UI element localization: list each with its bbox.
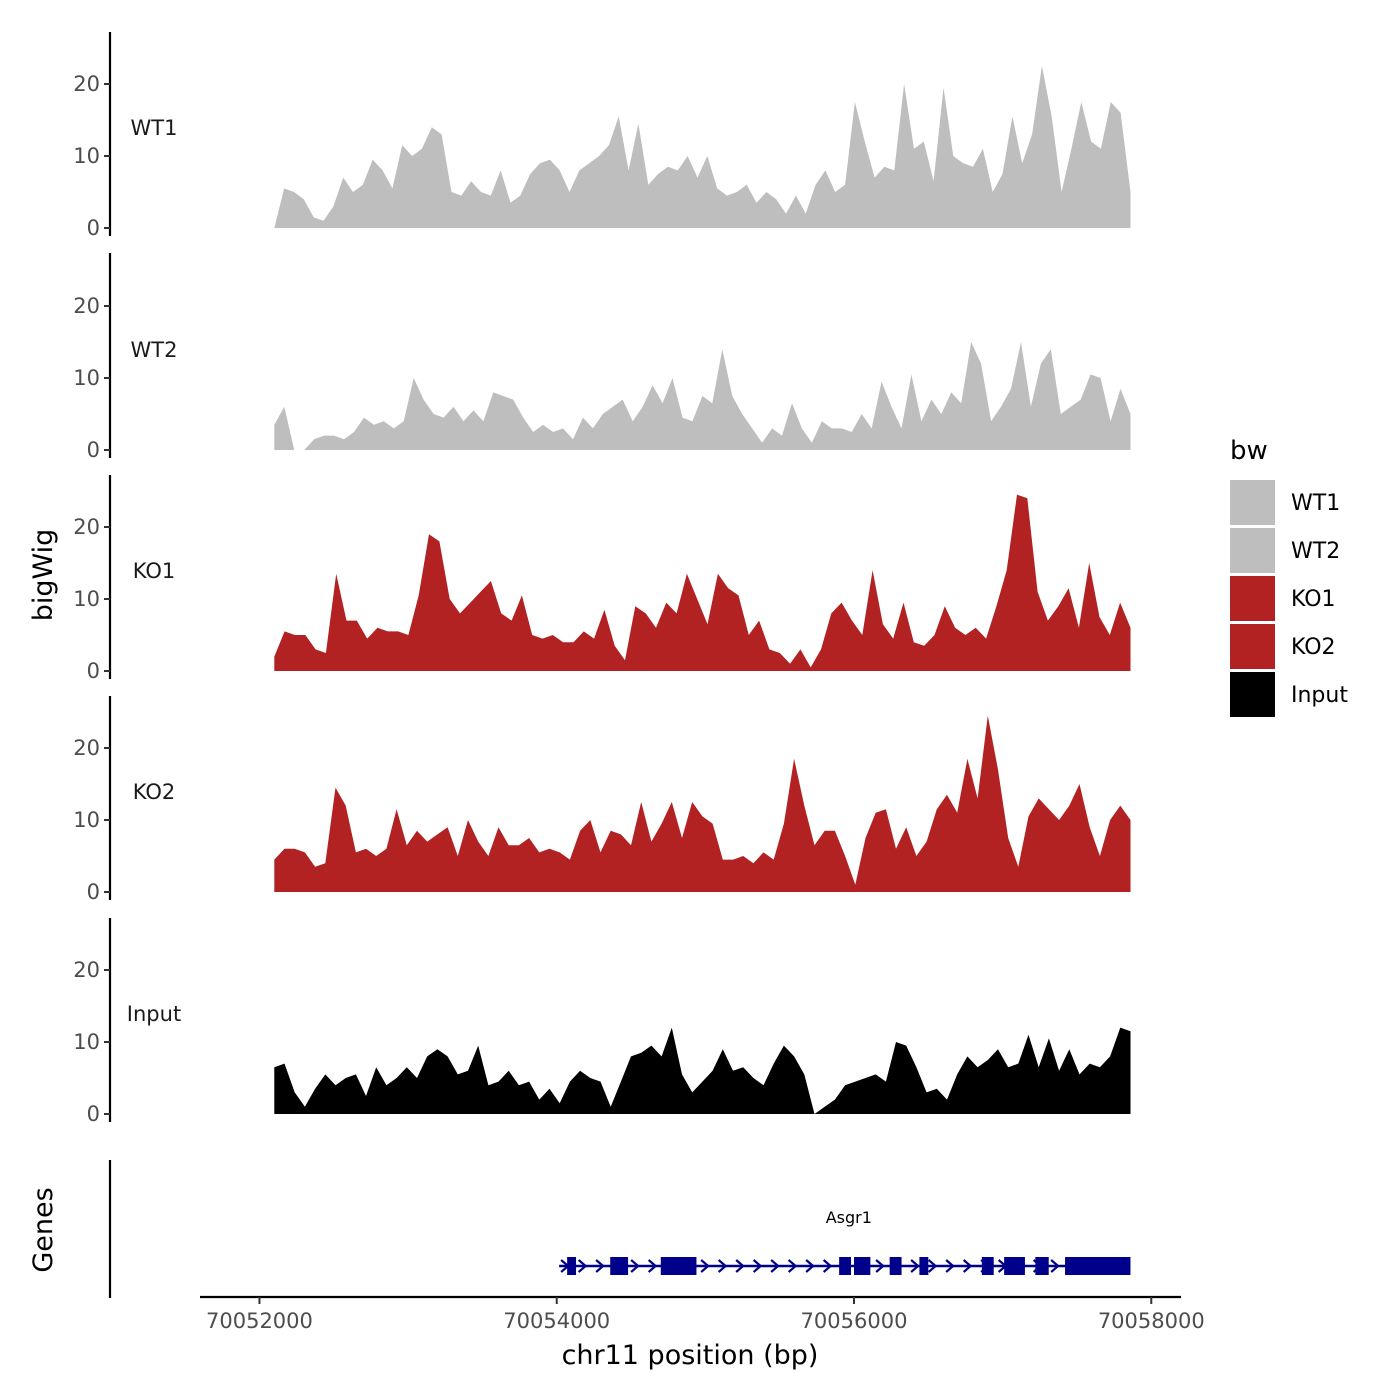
exon [889,1257,902,1275]
legend-title: bw [1230,436,1268,466]
exon [981,1257,994,1275]
strand-arrow [962,1259,973,1273]
strand-arrow [945,1259,955,1273]
strand-arrow [910,1259,920,1273]
x-tick-label: 70052000 [206,1309,313,1333]
strand-arrow [770,1259,780,1273]
y-tick-label: 0 [87,880,100,904]
y-axis-title-bigwig: bigWig [28,529,59,622]
strand-arrow [700,1259,710,1273]
strand-arrow [735,1259,745,1273]
legend-label: KO1 [1291,587,1336,612]
y-tick-label: 20 [73,294,100,318]
exon [1035,1257,1049,1275]
track-wt2: 0 10 20 WT2 [73,253,1131,462]
area-ko2 [274,715,1131,892]
legend-swatch [1230,528,1275,573]
strand-arrow [595,1259,605,1273]
track-label-input: Input [127,1002,181,1026]
legend-swatch [1230,672,1275,717]
exon [854,1257,871,1275]
exon [1004,1257,1025,1275]
strand-arrow [1050,1259,1060,1273]
y-tick-label: 20 [73,515,100,539]
legend-label: WT2 [1291,539,1340,564]
legend-swatch [1230,576,1275,621]
exon [839,1257,852,1275]
x-tick-label: 70058000 [1098,1309,1205,1333]
track-wt1: 0 10 20 WT1 [73,32,1131,240]
legend-label: WT1 [1291,491,1340,516]
strand-arrow [822,1259,833,1273]
strand-arrow [927,1259,938,1273]
gene-asgr1: Asgr1 [559,1208,1131,1275]
track-input: 0 10 20 Input [73,918,1131,1126]
y-tick-label: 20 [73,958,100,982]
strand-arrow [805,1259,815,1273]
legend-label: KO2 [1291,635,1336,660]
strand-arrow [787,1259,798,1273]
legend-item-ko1: KO1 [1230,576,1336,621]
x-axis: 70052000 70054000 70056000 70058000 [200,1295,1205,1333]
exon [1065,1257,1131,1275]
track-label-ko2: KO2 [133,780,176,804]
legend-swatch [1230,480,1275,525]
gene-label: Asgr1 [826,1208,872,1227]
legend-label: Input [1291,683,1348,708]
y-tick-label: 10 [73,366,100,390]
exon [610,1257,629,1275]
area-wt2 [274,342,1131,450]
y-tick-label: 0 [87,1102,100,1126]
area-wt1 [274,66,1131,228]
track-label-wt1: WT1 [131,116,178,140]
y-tick-label: 20 [73,72,100,96]
y-tick-label: 10 [73,587,100,611]
track-ko1: 0 10 20 KO1 [73,475,1131,683]
track-ko2: 0 10 20 KO2 [73,696,1131,904]
strand-arrow [577,1259,588,1273]
x-tick-label: 70056000 [801,1309,908,1333]
y-tick-label: 20 [73,736,100,760]
exon [567,1257,577,1275]
legend-item-wt1: WT1 [1230,480,1340,525]
exon [919,1257,929,1275]
strand-arrow [647,1259,658,1273]
genes-layer: Asgr1 [108,1160,1131,1298]
track-label-wt2: WT2 [131,338,178,362]
x-axis-title: chr11 position (bp) [562,1340,819,1371]
x-tick-label: 70054000 [503,1309,610,1333]
area-ko1 [274,494,1131,671]
strand-arrow [875,1259,885,1273]
legend-swatch [1230,624,1275,669]
track-label-ko1: KO1 [133,559,176,583]
legend-item-input: Input [1230,672,1348,717]
y-axis-title-genes: Genes [28,1187,59,1272]
y-tick-label: 0 [87,216,100,240]
legend-item-ko2: KO2 [1230,624,1336,669]
legend: bw WT1 WT2 KO1 KO2 Input [1230,436,1348,717]
tracks-layer: 0 10 20 WT1 0 10 20 WT2 0 10 20 KO1 0 10 20 KO2 0 10 20 Inp… [73,32,1131,1126]
y-tick-label: 10 [73,808,100,832]
exon [660,1257,697,1275]
y-tick-label: 0 [87,438,100,462]
strand-arrow [752,1259,763,1273]
strand-arrow [630,1259,640,1273]
y-tick-label: 10 [73,144,100,168]
y-tick-label: 0 [87,659,100,683]
legend-item-wt2: WT2 [1230,528,1340,573]
area-input [274,1027,1131,1114]
y-tick-label: 10 [73,1030,100,1054]
strand-arrow [717,1259,728,1273]
